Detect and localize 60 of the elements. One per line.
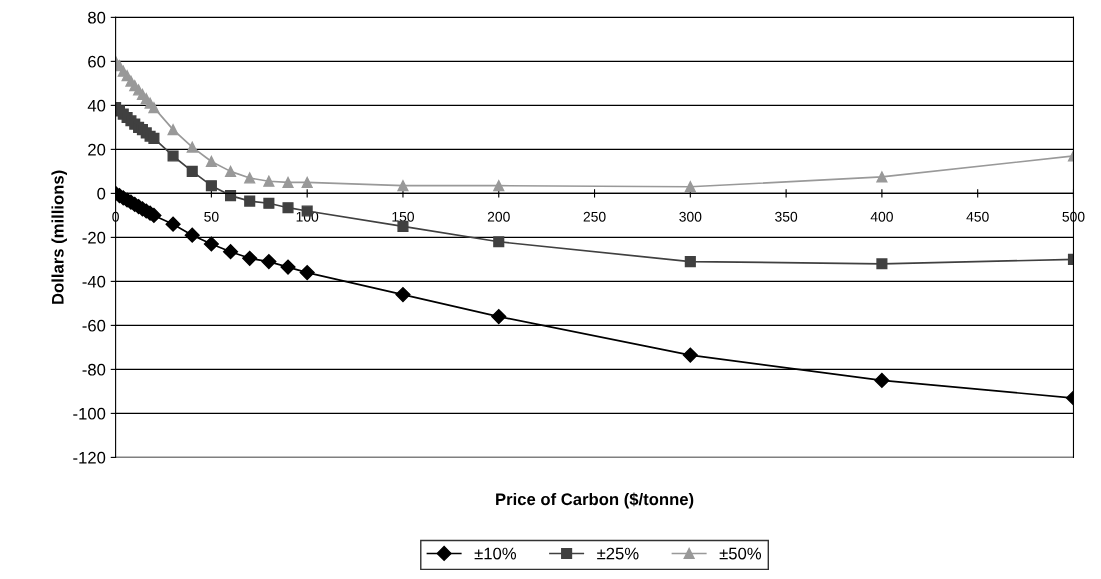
y-tick-label: 80: [88, 11, 106, 24]
point: [244, 195, 256, 207]
legend-label: ±25%: [597, 547, 639, 560]
point: [205, 180, 217, 192]
point: [242, 250, 258, 266]
point: [493, 236, 505, 248]
point: [682, 347, 698, 363]
y-tick-label: -100: [73, 407, 106, 420]
point: [684, 181, 696, 193]
point: [299, 265, 315, 281]
point: [397, 180, 409, 192]
point: [186, 165, 198, 177]
y-tick-label: 0: [97, 187, 106, 200]
x-tick-label: 200: [487, 211, 510, 222]
point: [244, 172, 256, 184]
point: [203, 236, 219, 252]
point: [876, 258, 888, 270]
x-tick-label: 300: [679, 211, 702, 222]
point: [301, 176, 313, 188]
y-tick-label: 40: [87, 99, 106, 112]
point: [167, 150, 179, 162]
legend-label: ±10%: [474, 547, 517, 560]
point: [282, 176, 294, 188]
point: [184, 227, 200, 243]
point: [148, 132, 160, 144]
point: [224, 165, 237, 177]
point: [874, 372, 890, 388]
point: [684, 256, 696, 268]
point: [222, 244, 239, 260]
point: [261, 254, 277, 270]
y-axis-title: Dollars (millions): [51, 170, 67, 304]
point: [263, 197, 275, 209]
y-tick-label: 20: [88, 143, 106, 156]
y-tick-label: -20: [82, 231, 106, 244]
point: [165, 216, 181, 232]
x-tick-label: 400: [870, 211, 893, 222]
point: [263, 175, 275, 187]
x-tick-label: 450: [966, 211, 989, 222]
point: [395, 287, 411, 303]
y-tick-label: -120: [73, 451, 106, 464]
point: [493, 180, 505, 192]
point: [876, 171, 888, 183]
legend-label: ±50%: [719, 547, 762, 560]
point: [280, 259, 296, 275]
point: [224, 190, 237, 202]
y-tick-label: -40: [82, 275, 106, 288]
point: [282, 202, 294, 214]
y-tick-label: 60: [88, 55, 106, 68]
point: [491, 309, 507, 325]
y-tick-label: -60: [82, 319, 106, 332]
point: [205, 155, 217, 168]
point: [167, 124, 179, 136]
x-tick-label: 50: [204, 211, 219, 222]
x-tick-label: 350: [775, 211, 798, 222]
x-tick-label: 250: [583, 211, 606, 222]
x-axis-title: Price of Carbon ($/tonne): [496, 492, 694, 509]
point: [148, 102, 160, 114]
x-tick-label: 150: [392, 211, 415, 222]
y-tick-label: -80: [82, 363, 106, 376]
point: [186, 141, 198, 153]
